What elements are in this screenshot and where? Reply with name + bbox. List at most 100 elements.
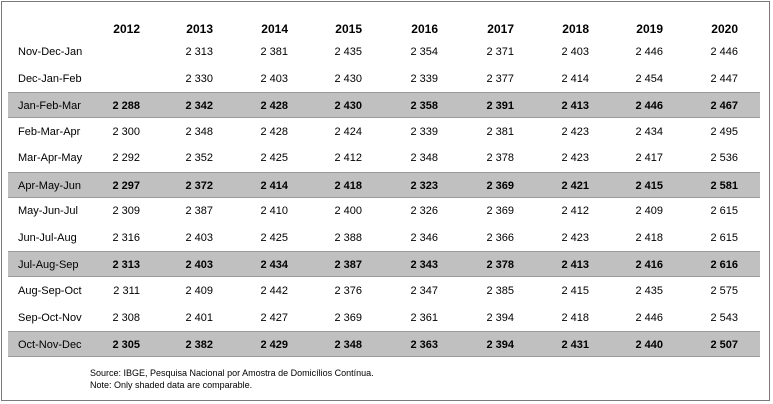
- table-cell: 2 412: [561, 205, 589, 218]
- table-cell: 2 387: [334, 259, 362, 272]
- table-cell: 2 311: [113, 284, 140, 297]
- row-label: Jun-Jul-Aug: [18, 231, 77, 244]
- table-cell: 2 330: [185, 72, 213, 85]
- column-header: 2015: [335, 22, 362, 36]
- table-cell: 2 424: [334, 125, 362, 138]
- table-cell: 2 418: [334, 179, 362, 192]
- table-cell: 2 358: [410, 100, 438, 113]
- row-label: May-Jun-Jul: [18, 205, 78, 218]
- table-cell: 2 425: [260, 231, 288, 244]
- table-row: Sep-Oct-Nov 2 308 2 401 2 427 2 369 2 361 2 39…: [8, 305, 760, 331]
- table-cell: 2 371: [486, 46, 514, 58]
- table-cell: 2 446: [635, 46, 663, 58]
- table-cell: 2 418: [561, 311, 589, 324]
- row-label: Sep-Oct-Nov: [18, 311, 82, 324]
- table-cell: 2 410: [260, 205, 288, 218]
- table-cell: 2 409: [635, 205, 663, 218]
- column-header: 2014: [261, 22, 288, 36]
- table-cell: 2 378: [486, 259, 514, 272]
- table-cell: 2 342: [185, 100, 213, 113]
- table-cell: 2 434: [635, 125, 663, 138]
- table-cell: 2 316: [112, 231, 140, 244]
- table-row: Oct-Nov-Dec 2 305 2 382 2 429 2 348 2 363 2 39…: [8, 331, 760, 358]
- table-row: May-Jun-Jul 2 309 2 387 2 410 2 400 2 326 2 36…: [8, 198, 760, 224]
- table-cell: 2 366: [486, 231, 514, 244]
- table-cell: 2 394: [486, 311, 514, 324]
- table-cell: 2 292: [112, 152, 140, 165]
- table-cell: 2 394: [486, 339, 514, 352]
- table-cell: 2 403: [185, 259, 213, 272]
- table-cell: 2 369: [334, 311, 362, 324]
- table-cell: 2 423: [561, 231, 589, 244]
- row-label: Jul-Aug-Sep: [18, 259, 79, 272]
- table-cell: 2 581: [710, 179, 738, 192]
- table-cell: 2 454: [635, 72, 663, 85]
- column-header: 2012: [113, 22, 140, 36]
- table-cell: 2 442: [260, 284, 288, 297]
- table-cell: 2 361: [410, 311, 438, 324]
- table-cell: 2 387: [185, 205, 213, 218]
- table-cell: 2 377: [486, 72, 514, 85]
- row-label: Oct-Nov-Dec: [18, 339, 82, 352]
- table-cell: 2 446: [710, 46, 738, 58]
- column-header: 2016: [411, 22, 438, 36]
- table-cell: 2 409: [185, 284, 213, 297]
- table-cell: 2 435: [635, 284, 663, 297]
- table-cell: 2 348: [410, 152, 438, 165]
- table-cell: 2 326: [410, 205, 438, 218]
- row-label: Nov-Dec-Jan: [18, 46, 83, 58]
- table-cell: 2 403: [561, 46, 589, 58]
- table-cell: 2 430: [334, 100, 362, 113]
- table-cell: 2 378: [486, 152, 514, 165]
- table-cell: 2 446: [635, 311, 663, 324]
- table-cell: 2 391: [486, 100, 514, 113]
- table-cell: 2 447: [710, 72, 738, 85]
- table-cell: 2 385: [486, 284, 514, 297]
- column-header: 2013: [186, 22, 213, 36]
- table-cell: 2 418: [635, 231, 663, 244]
- table-row: Aug-Sep-Oct 2 311 2 409 2 442 2 376 2 347 2 38…: [8, 278, 760, 304]
- table-cell: 2 615: [710, 205, 738, 218]
- table-cell: 2 363: [410, 339, 438, 352]
- row-label: Dec-Jan-Feb: [18, 72, 82, 85]
- table-row: Apr-May-Jun 2 297 2 372 2 414 2 418 2 323 2 36…: [8, 171, 760, 198]
- table-cell: 2 415: [635, 179, 663, 192]
- table-row: Jan-Feb-Mar 2 288 2 342 2 428 2 430 2 358 2 39…: [8, 92, 760, 119]
- table-cell: 2 382: [185, 339, 213, 352]
- table-row: Jun-Jul-Aug 2 316 2 403 2 425 2 388 2 346 2 36…: [8, 225, 760, 251]
- table-cell: 2 388: [334, 231, 362, 244]
- table-cell: 2 435: [334, 46, 362, 58]
- table-cell: 2 288: [112, 100, 140, 113]
- row-label: Jan-Feb-Mar: [18, 100, 81, 113]
- table-cell: 2 536: [710, 152, 738, 165]
- table-cell: 2 423: [561, 152, 589, 165]
- row-label: Aug-Sep-Oct: [18, 284, 82, 297]
- table-cell: 2 425: [260, 152, 288, 165]
- comparability-note: Note: Only shaded data are comparable.: [90, 380, 253, 390]
- table-cell: 2 446: [635, 100, 663, 113]
- table-cell: 2 300: [112, 125, 140, 138]
- table-cell: 2 309: [112, 205, 140, 218]
- table-cell: 2 412: [334, 152, 362, 165]
- table-cell: 2 369: [486, 179, 514, 192]
- column-header: 2019: [636, 22, 663, 36]
- table-cell: 2 313: [185, 46, 213, 58]
- column-header: 2018: [562, 22, 589, 36]
- column-header: 2017: [487, 22, 514, 36]
- table-cell: 2 421: [561, 179, 589, 192]
- table-row: Nov-Dec-Jan 2 313 2 381 2 435 2 354 2 371 2 40…: [8, 39, 760, 65]
- table-cell: 2 417: [635, 152, 663, 165]
- table-cell: 2 467: [710, 100, 738, 113]
- table-cell: 2 616: [710, 259, 738, 272]
- table-cell: 2 381: [486, 125, 514, 138]
- table-cell: 2 376: [334, 284, 362, 297]
- table-cell: 2 615: [710, 231, 738, 244]
- row-label: Apr-May-Jun: [18, 179, 81, 192]
- table-cell: 2 372: [185, 179, 213, 192]
- table-cell: 2 430: [334, 72, 362, 85]
- table-cell: 2 297: [112, 179, 140, 192]
- table-cell: 2 401: [185, 311, 213, 324]
- table-cell: 2 343: [410, 259, 438, 272]
- table-cell: 2 428: [260, 125, 288, 138]
